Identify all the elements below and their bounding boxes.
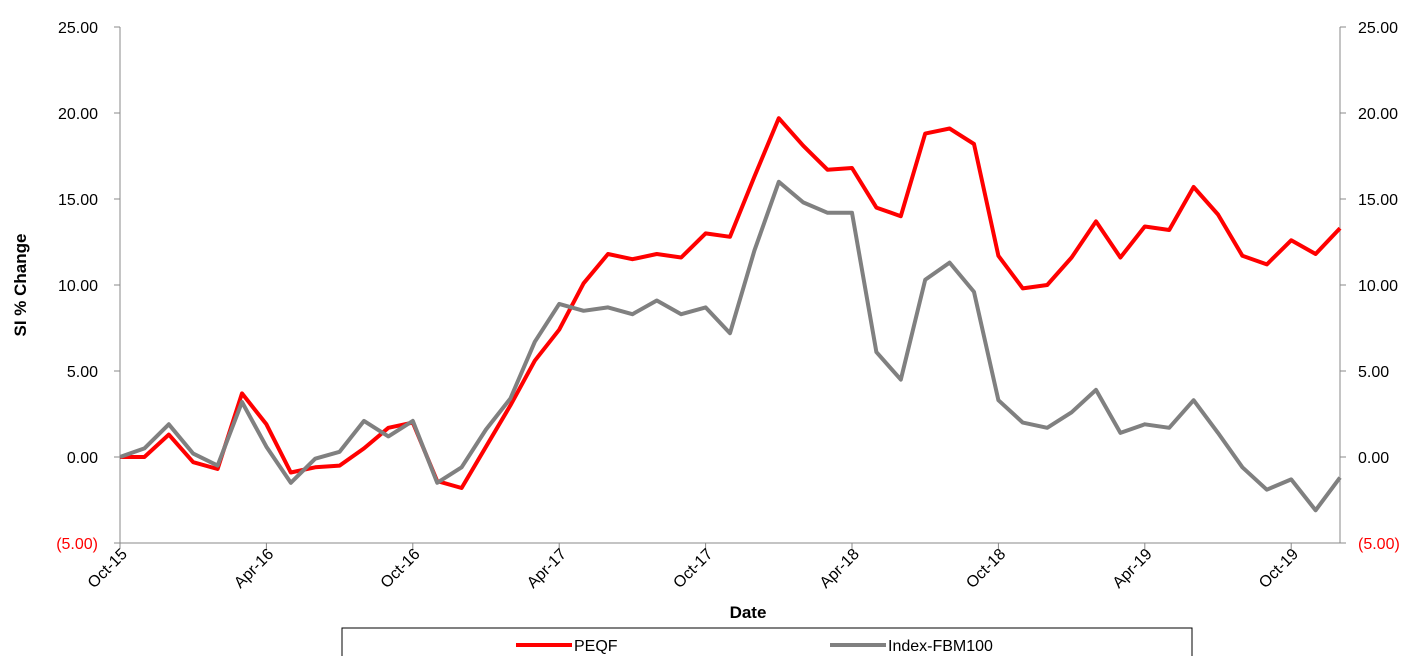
x-tick-label: Apr-17 [524,546,570,592]
y-tick-label: 25.00 [58,20,98,37]
x-tick-label: Apr-18 [817,546,863,592]
x-tick-label: Oct-17 [670,546,716,592]
y-tick-label: 0.00 [67,450,98,467]
x-tick-label: Apr-16 [231,546,277,592]
y-tick-label: 10.00 [58,278,98,295]
series-line [120,116,1342,490]
y-tick-label: (5.00) [56,536,98,553]
y2-tick-label: 5.00 [1358,364,1389,381]
y2-tick-label: 20.00 [1358,106,1398,123]
y2-tick-label: 10.00 [1358,278,1398,295]
y2-tick-label: 25.00 [1358,20,1398,37]
y-tick-label: 20.00 [58,106,98,123]
y2-tick-label: 0.00 [1358,450,1389,467]
legend-label: PEQF [574,638,618,655]
x-axis-title: Date [730,603,767,622]
y-axis-title: SI % Change [11,234,30,337]
x-tick-label: Oct-16 [378,546,424,592]
x-tick-label: Apr-19 [1110,546,1156,592]
y-tick-label: 5.00 [67,364,98,381]
y-tick-label: 15.00 [58,192,98,209]
legend-label: Index-FBM100 [888,638,993,655]
series-line [119,179,1342,513]
y2-tick-label: (5.00) [1358,536,1400,553]
y2-tick-label: 15.00 [1358,192,1398,209]
x-tick-label: Oct-18 [963,546,1009,592]
x-tick-label: Oct-19 [1256,546,1302,592]
legend-box [341,627,1193,656]
